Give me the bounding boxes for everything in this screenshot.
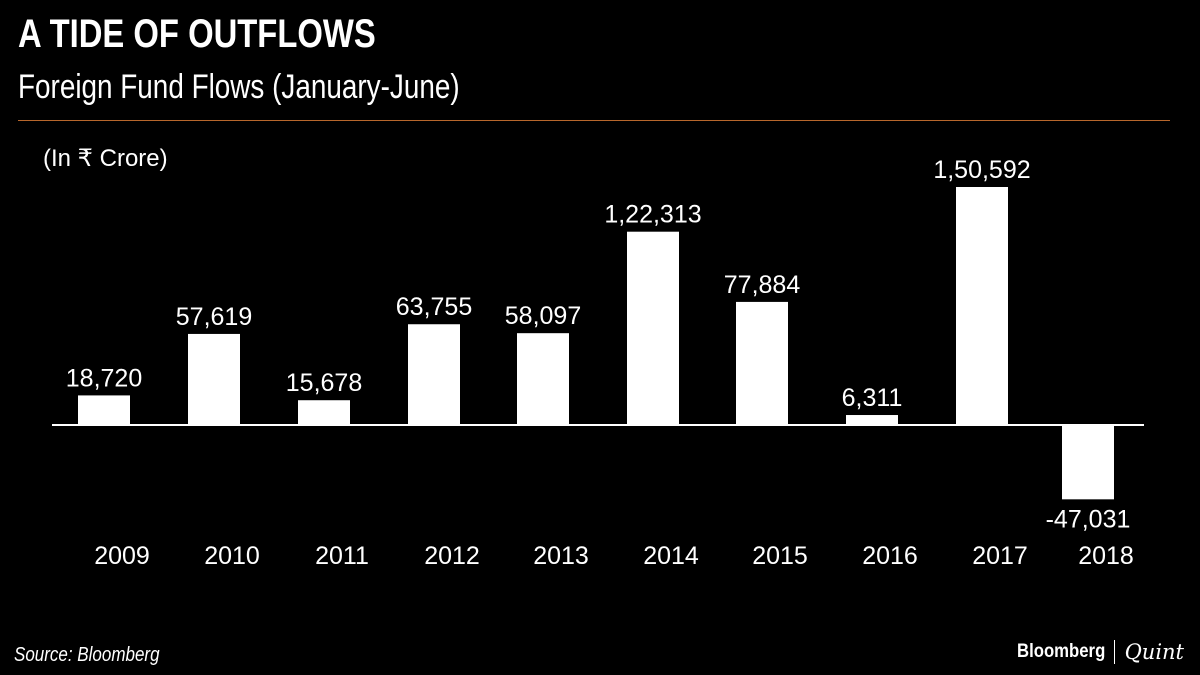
- value-label-2011: 15,678: [286, 369, 362, 397]
- bar-2014: [627, 231, 679, 425]
- value-label-2018: -47,031: [1046, 505, 1131, 533]
- bars-group: [78, 187, 1114, 500]
- chart-title: A TIDE OF OUTFLOWS: [18, 12, 376, 56]
- x-tick-2017: 2017: [972, 542, 1028, 570]
- bar-2016: [846, 415, 898, 425]
- bar-2018: [1062, 425, 1114, 500]
- bar-2015: [736, 301, 788, 425]
- value-label-2013: 58,097: [505, 302, 581, 330]
- value-label-2010: 57,619: [176, 303, 252, 331]
- x-tick-2012: 2012: [424, 542, 480, 570]
- chart-subtitle: Foreign Fund Flows (January-June): [18, 68, 460, 106]
- x-tick-2014: 2014: [643, 542, 699, 570]
- bar-2009: [78, 395, 130, 425]
- x-tick-2009: 2009: [94, 542, 150, 570]
- x-tick-2010: 2010: [204, 542, 260, 570]
- bar-2017: [956, 187, 1008, 425]
- units-label: (In ₹ Crore): [43, 145, 168, 172]
- value-label-2014: 1,22,313: [604, 201, 701, 229]
- x-tick-2015: 2015: [752, 542, 808, 570]
- brand-separator: [1113, 640, 1115, 664]
- value-label-2016: 6,311: [842, 384, 903, 412]
- bar-2013: [517, 333, 569, 425]
- value-label-2017: 1,50,592: [933, 156, 1030, 184]
- source-note: Source: Bloomberg: [14, 644, 160, 666]
- bar-2011: [298, 400, 350, 425]
- value-label-2009: 18,720: [66, 364, 142, 392]
- value-label-2015: 77,884: [724, 271, 801, 299]
- brand-logo: Bloomberg Quint: [1005, 640, 1184, 664]
- x-tick-2018: 2018: [1078, 542, 1134, 570]
- value-labels-group: 18,720 57,619 15,678 63,755 58,097 1,22,313 77…: [66, 156, 1131, 533]
- brand-primary: Bloomberg: [1017, 641, 1106, 662]
- bar-2012: [408, 324, 460, 425]
- x-tick-2011: 2011: [315, 542, 369, 570]
- x-tick-labels-group: 2009 2010 2011 2012 2013 2014 2015 2016 2017 2018: [94, 542, 1134, 570]
- x-tick-2013: 2013: [533, 542, 589, 570]
- value-label-2012: 63,755: [396, 293, 472, 321]
- bar-2010: [188, 333, 240, 425]
- brand-secondary: Quint: [1124, 640, 1184, 664]
- header-divider: [18, 120, 1170, 121]
- x-tick-2016: 2016: [862, 542, 918, 570]
